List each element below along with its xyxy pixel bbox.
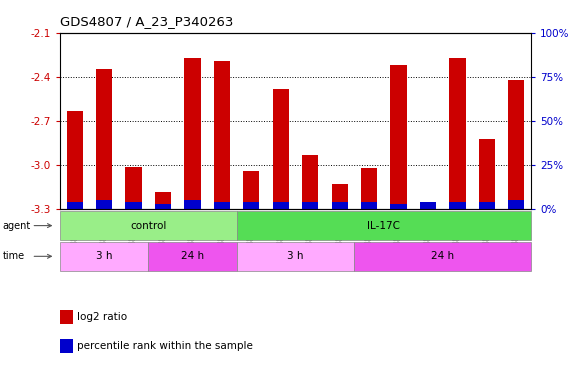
Text: GDS4807 / A_23_P340263: GDS4807 / A_23_P340263 (60, 15, 234, 28)
Text: 3 h: 3 h (96, 251, 112, 262)
Bar (332, 184, 348, 209)
Bar (478, 139, 495, 209)
Bar (126, 167, 142, 209)
Bar (67, 202, 83, 209)
Bar (391, 65, 407, 209)
Text: time: time (3, 251, 25, 262)
Bar (355, 242, 531, 271)
Bar (236, 242, 355, 271)
Bar (96, 200, 112, 209)
Bar (508, 80, 524, 209)
Text: 3 h: 3 h (287, 251, 304, 262)
Bar (214, 202, 230, 209)
Bar (236, 211, 531, 240)
Bar (243, 171, 259, 209)
Bar (96, 70, 112, 209)
Bar (302, 155, 318, 209)
Bar (60, 242, 148, 271)
Bar (302, 202, 318, 209)
Text: control: control (130, 220, 167, 231)
Bar (155, 204, 171, 209)
Text: 24 h: 24 h (431, 251, 455, 262)
Bar (508, 200, 524, 209)
Bar (155, 192, 171, 209)
Text: 24 h: 24 h (181, 251, 204, 262)
Bar (273, 202, 289, 209)
Bar (420, 205, 436, 209)
Bar (478, 202, 495, 209)
Bar (449, 202, 465, 209)
Bar (60, 211, 236, 240)
Bar (273, 89, 289, 209)
Text: IL-17C: IL-17C (367, 220, 400, 231)
Bar (148, 242, 236, 271)
Bar (67, 111, 83, 209)
Bar (214, 61, 230, 209)
Text: agent: agent (3, 220, 31, 231)
Bar (126, 202, 142, 209)
Bar (420, 202, 436, 209)
Bar (449, 58, 465, 209)
Text: log2 ratio: log2 ratio (77, 312, 127, 322)
Bar (361, 168, 377, 209)
Bar (391, 204, 407, 209)
Text: percentile rank within the sample: percentile rank within the sample (77, 341, 253, 351)
Bar (361, 202, 377, 209)
Bar (184, 200, 200, 209)
Bar (243, 202, 259, 209)
Bar (184, 58, 200, 209)
Bar (332, 202, 348, 209)
